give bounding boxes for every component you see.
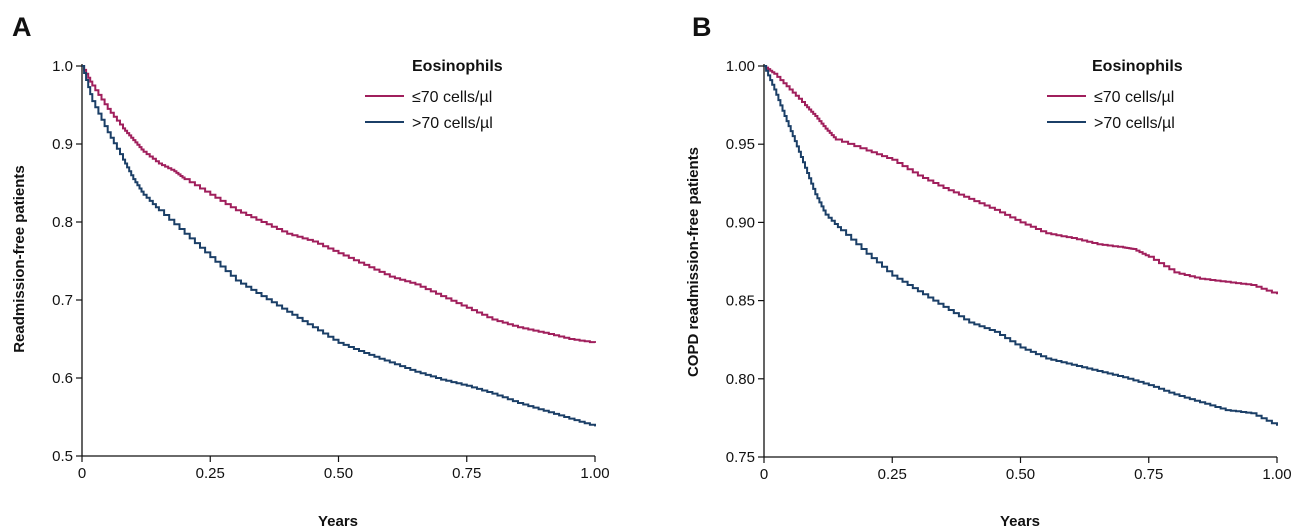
series-line-a-0 xyxy=(82,65,596,344)
ticks-a: 0 0.25 0.50 0.75 1.00 0.5 0.6 0.7 0.8 0.9 1.0 xyxy=(52,58,609,482)
panel-a: A Readmission-free patients Years 0 0.25 0… xyxy=(11,12,610,530)
legend-title-b: Eosinophils xyxy=(1092,58,1183,75)
y-tick-label-b-0: 0.75 xyxy=(726,449,755,466)
y-tick-label-b-5: 1.00 xyxy=(726,58,755,75)
x-tick-label-a-1: 0.25 xyxy=(196,465,225,482)
y-tick-label-b-2: 0.85 xyxy=(726,293,755,310)
legend-label-b-1: >70 cells/µl xyxy=(1094,115,1175,132)
y-tick-label-a-4: 0.9 xyxy=(52,136,73,153)
legend-a: Eosinophils ≤70 cells/µl >70 cells/µl xyxy=(365,58,503,132)
x-tick-label-b-2: 0.50 xyxy=(1006,466,1035,483)
ticks-b: 0 0.25 0.50 0.75 1.00 0.75 0.80 0.85 0.90 0.95 1.0… xyxy=(726,58,1292,483)
x-tick-label-a-0: 0 xyxy=(78,465,86,482)
x-tick-label-a-3: 0.75 xyxy=(452,465,481,482)
y-axis-title-a: Readmission-free patients xyxy=(11,165,28,353)
series-b xyxy=(764,65,1278,426)
y-tick-label-a-0: 0.5 xyxy=(52,448,73,465)
series-a xyxy=(82,65,596,427)
x-tick-label-b-0: 0 xyxy=(760,466,768,483)
y-tick-label-a-3: 0.8 xyxy=(52,214,73,231)
y-axis-title-b: COPD readmission-free patients xyxy=(685,147,702,377)
x-tick-label-b-3: 0.75 xyxy=(1134,466,1163,483)
series-line-a-1 xyxy=(82,65,596,427)
panel-b: B COPD readmission-free patients Years 0… xyxy=(685,12,1292,530)
y-tick-label-b-1: 0.80 xyxy=(726,371,755,388)
series-line-b-1 xyxy=(764,65,1278,426)
y-tick-label-a-1: 0.6 xyxy=(52,370,73,387)
y-tick-label-b-3: 0.90 xyxy=(726,214,755,231)
x-tick-label-a-2: 0.50 xyxy=(324,465,353,482)
y-tick-label-a-5: 1.0 xyxy=(52,58,73,75)
panel-label-a: A xyxy=(12,12,32,42)
x-tick-label-b-1: 0.25 xyxy=(878,466,907,483)
legend-label-a-1: >70 cells/µl xyxy=(412,115,493,132)
x-axis-title-a: Years xyxy=(318,513,358,530)
x-axis-title-b: Years xyxy=(1000,513,1040,530)
series-line-b-0 xyxy=(764,65,1278,295)
panel-label-b: B xyxy=(692,12,712,42)
legend-label-a-0: ≤70 cells/µl xyxy=(412,89,492,106)
legend-b: Eosinophils ≤70 cells/µl >70 cells/µl xyxy=(1047,58,1183,132)
y-tick-label-a-2: 0.7 xyxy=(52,292,73,309)
x-tick-label-a-4: 1.00 xyxy=(580,465,609,482)
legend-label-b-0: ≤70 cells/µl xyxy=(1094,89,1174,106)
legend-title-a: Eosinophils xyxy=(412,58,503,75)
y-tick-label-b-4: 0.95 xyxy=(726,136,755,153)
x-tick-label-b-4: 1.00 xyxy=(1262,466,1291,483)
